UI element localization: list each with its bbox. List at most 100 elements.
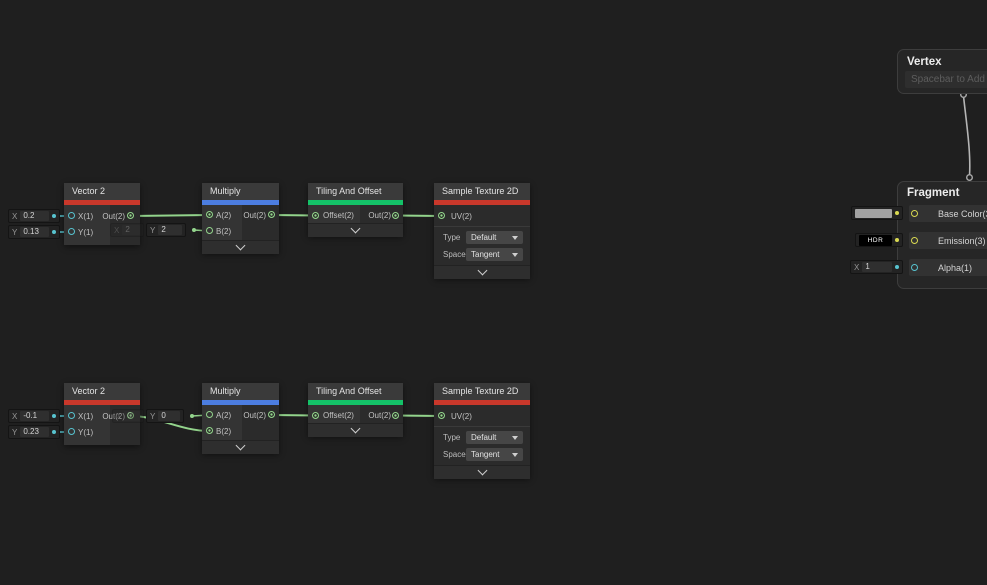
alpha-label: Alpha(1)	[938, 262, 973, 273]
edge-vertex-to-fragment[interactable]	[962, 95, 971, 177]
multiply-a-y-field[interactable]: Y 0	[146, 409, 184, 423]
multiply-b-y-field[interactable]: Y 2	[146, 223, 186, 237]
color-swatch[interactable]	[855, 208, 892, 218]
fragment-row-base-color[interactable]: Base Color(3)	[909, 205, 987, 222]
field-value[interactable]: 0	[158, 411, 180, 421]
port-a-input[interactable]	[206, 211, 213, 218]
alpha-field[interactable]: X 1	[850, 260, 903, 274]
node-title: Tiling And Offset	[308, 183, 403, 200]
port-uv-input[interactable]	[438, 212, 445, 219]
port-x-input[interactable]	[67, 412, 75, 419]
emission-color-field[interactable]: HDR	[855, 233, 903, 247]
port-b-input[interactable]	[206, 227, 213, 234]
multiply-a-x-field[interactable]: X 0	[112, 409, 144, 423]
space-label: Space	[443, 450, 466, 459]
field-label: X	[854, 262, 860, 272]
port-offset-label: Offset(2)	[323, 211, 354, 220]
type-dropdown[interactable]: Default	[466, 431, 523, 444]
field-value[interactable]: 1	[862, 262, 892, 272]
field-value[interactable]: 0.2	[20, 211, 49, 221]
field-value[interactable]: -0.1	[20, 411, 49, 421]
type-dropdown-value: Default	[471, 233, 497, 242]
port-a-input[interactable]	[206, 411, 213, 418]
port-dot-icon	[895, 238, 899, 242]
port-dot-icon	[895, 265, 899, 269]
collapse-strip[interactable]	[434, 465, 530, 479]
space-dropdown-value: Tangent	[471, 250, 500, 259]
vector2-y-field[interactable]: Y 0.13	[8, 225, 60, 239]
port-out[interactable]	[127, 212, 134, 219]
base-color-field[interactable]	[851, 206, 903, 220]
node-tiling-offset-row1[interactable]: Tiling And Offset Offset(2) Out(2)	[308, 183, 403, 237]
type-label: Type	[443, 433, 461, 442]
port-out[interactable]	[392, 211, 399, 219]
port-emission-input[interactable]	[911, 236, 918, 244]
collapse-strip[interactable]	[202, 440, 279, 454]
port-out[interactable]	[392, 411, 399, 419]
accent-bar-red	[434, 400, 530, 405]
port-out[interactable]	[268, 211, 275, 218]
divider	[434, 226, 530, 227]
port-out[interactable]	[268, 411, 275, 418]
port-y-input[interactable]	[67, 428, 75, 435]
node-sample-texture-row2[interactable]: Sample Texture 2D UV(2) Type Default Spa…	[434, 383, 530, 479]
port-base-color-input[interactable]	[911, 209, 918, 217]
port-b-input[interactable]	[206, 427, 213, 434]
node-multiply-row1[interactable]: Multiply A(2) B(2) Out(2)	[202, 183, 279, 254]
fragment-row-alpha[interactable]: Alpha(1)	[909, 259, 987, 276]
dropdown-caret-icon	[512, 452, 518, 457]
field-value[interactable]: 0.23	[20, 427, 49, 437]
vertex-placeholder-row[interactable]: Spacebar to Add	[905, 71, 987, 88]
port-uv-input[interactable]	[438, 412, 445, 419]
port-out[interactable]	[127, 412, 134, 419]
field-value[interactable]: 0.13	[20, 227, 49, 237]
node-vector2-row2[interactable]: Vector 2 X(1) Y(1) Out(2)	[64, 383, 140, 445]
collapse-strip[interactable]	[308, 223, 403, 237]
port-out-label: Out(2)	[368, 211, 391, 220]
port-x-label: X(1)	[78, 212, 94, 221]
field-label: Y	[150, 225, 156, 235]
port-offset-input[interactable]	[312, 211, 319, 219]
vector2-x-field[interactable]: X 0.2	[8, 209, 60, 223]
port-x-input[interactable]	[67, 212, 75, 219]
node-multiply-row2[interactable]: Multiply A(2) B(2) Out(2)	[202, 383, 279, 454]
field-label: X	[12, 411, 18, 421]
port-alpha-input[interactable]	[911, 263, 918, 271]
multiply-b-x-field[interactable]: X 2	[110, 223, 144, 237]
field-value[interactable]: 2	[122, 225, 140, 235]
type-dropdown[interactable]: Default	[466, 231, 523, 244]
fragment-top-port[interactable]	[966, 173, 974, 181]
hdr-badge[interactable]: HDR	[859, 234, 892, 246]
input-section	[202, 405, 242, 440]
port-y-input[interactable]	[67, 228, 75, 235]
field-value[interactable]: 2	[158, 225, 182, 235]
node-sample-texture-row1[interactable]: Sample Texture 2D UV(2) Type Default Spa…	[434, 183, 530, 279]
node-title: Sample Texture 2D	[434, 383, 530, 400]
divider	[434, 426, 530, 427]
space-dropdown[interactable]: Tangent	[466, 448, 523, 461]
port-offset-input[interactable]	[312, 411, 319, 419]
field-label: Y	[12, 227, 18, 237]
collapse-strip[interactable]	[202, 240, 279, 254]
node-tiling-offset-row2[interactable]: Tiling And Offset Offset(2) Out(2)	[308, 383, 403, 437]
port-uv-label: UV(2)	[451, 412, 472, 421]
collapse-strip[interactable]	[434, 265, 530, 279]
port-dot-icon	[52, 414, 56, 418]
vector2-y-field[interactable]: Y 0.23	[8, 425, 60, 439]
fragment-block[interactable]: Fragment Base Color(3) Emission(3) Alpha…	[897, 181, 987, 289]
node-vector2-row1[interactable]: Vector 2 X(1) Y(1) Out(2)	[64, 183, 140, 245]
space-dropdown[interactable]: Tangent	[466, 248, 523, 261]
port-out-label: Out(2)	[243, 411, 266, 420]
fragment-row-emission[interactable]: Emission(3)	[909, 232, 987, 249]
edge-vector2-out-to-multiply-a[interactable]	[130, 214, 211, 217]
port-b-label: B(2)	[216, 427, 232, 436]
collapse-strip[interactable]	[308, 423, 403, 437]
field-label: X	[12, 211, 18, 221]
vertex-block[interactable]: Vertex Spacebar to Add	[897, 49, 987, 94]
node-title: Multiply	[202, 383, 279, 400]
field-value[interactable]: 0	[124, 411, 140, 421]
port-y-label: Y(1)	[78, 228, 94, 237]
vector2-x-field[interactable]: X -0.1	[8, 409, 60, 423]
